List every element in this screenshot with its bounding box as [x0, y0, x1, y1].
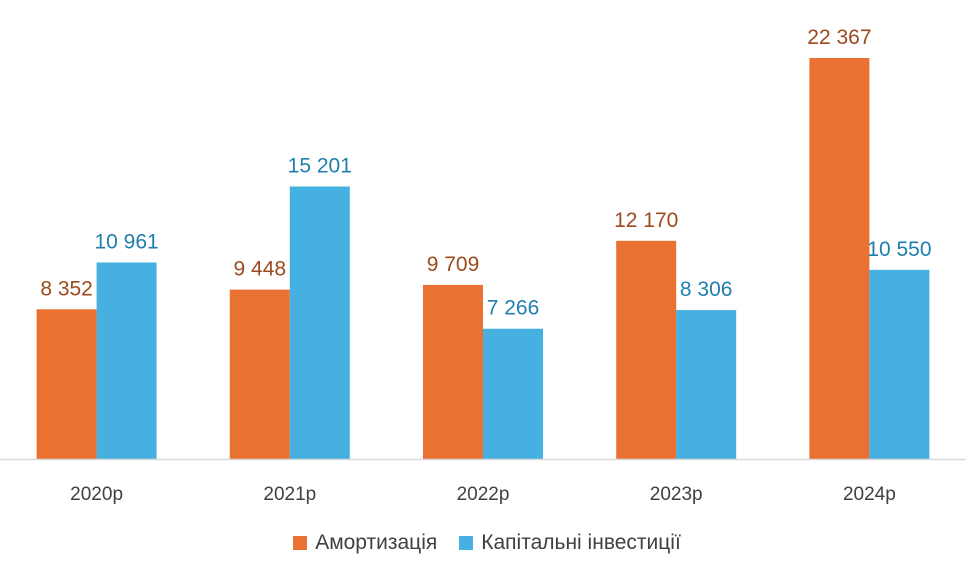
value-labels-group: 8 352 10 961 9 448 15 201 9 709 7 266 12 170 8 … [40, 26, 931, 320]
value-label-capital-investment-3: 8 306 [680, 278, 733, 301]
value-label-capital-investment-0: 10 961 [94, 230, 158, 253]
bar-capital-investment-2 [483, 328, 543, 459]
x-tick-label-3: 2023р [650, 484, 703, 505]
value-label-amortization-1: 9 448 [234, 258, 287, 281]
x-tick-label-1: 2021р [263, 484, 316, 505]
value-label-amortization-2: 9 709 [427, 253, 480, 276]
x-tick-label-0: 2020р [70, 484, 123, 505]
bars-group [36, 58, 930, 460]
bar-capital-investment-3 [676, 310, 737, 459]
bar-amortization-2 [423, 284, 483, 459]
bar-chart: 8 352 10 961 9 448 15 201 9 709 7 266 12 170 8 … [0, 26, 966, 505]
legend-swatch-amortization [293, 536, 308, 550]
legend-swatch-capital-investment [459, 536, 474, 550]
legend-item-amortization: Амортизація [293, 531, 437, 555]
bar-amortization-0 [36, 309, 97, 459]
value-label-capital-investment-1: 15 201 [288, 154, 352, 177]
value-label-amortization-0: 8 352 [40, 277, 93, 300]
bar-capital-investment-0 [96, 262, 157, 459]
bar-capital-investment-1 [289, 186, 350, 460]
value-label-amortization-4: 22 367 [807, 26, 871, 49]
bar-capital-investment-4 [869, 269, 930, 459]
value-label-capital-investment-2: 7 266 [487, 297, 540, 320]
x-tick-label-4: 2024р [843, 484, 896, 505]
legend-label-amortization: Амортизація [315, 531, 438, 554]
legend-item-capital-investment: Капітальні інвестиції [459, 531, 681, 555]
x-tick-label-2: 2022р [457, 484, 510, 505]
value-label-amortization-3: 12 170 [614, 209, 678, 232]
x-tick-labels-group: 2020р 2021р 2022р 2023р 2024р [70, 484, 896, 505]
bar-amortization-3 [616, 240, 677, 459]
legend-label-capital-investment: Капітальні інвестиції [481, 531, 681, 554]
bar-amortization-4 [809, 58, 870, 459]
value-label-capital-investment-4: 10 550 [867, 238, 931, 261]
legend: Амортизація Капітальні інвестиції [0, 525, 974, 561]
bar-amortization-1 [229, 289, 290, 459]
